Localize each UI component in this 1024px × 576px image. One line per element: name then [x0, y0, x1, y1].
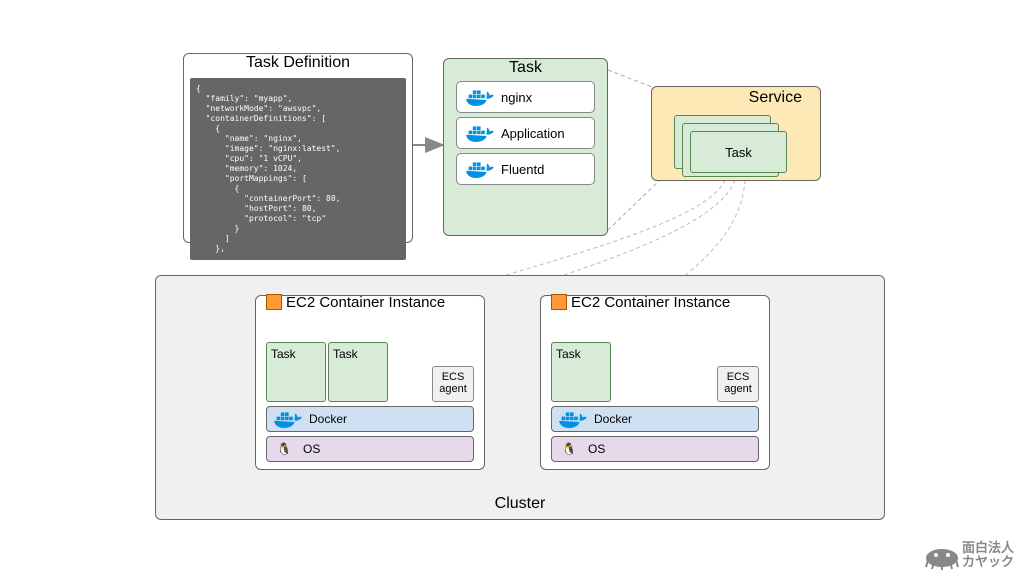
task-definition-code: { "family": "myapp", "networkMode": "aws… [190, 78, 406, 260]
container-label: nginx [501, 90, 532, 105]
docker-icon [465, 86, 495, 108]
instance2-task-1: Task [551, 342, 611, 402]
instance2-os-row: 🐧 OS [551, 436, 759, 462]
service-box: Service Task [651, 86, 821, 181]
instance2-os-label: OS [588, 442, 605, 456]
instance1-docker-row: Docker [266, 406, 474, 432]
linux-icon: 🐧 [273, 442, 295, 456]
logo-line1: 面白法人 [962, 541, 1014, 555]
ec2-title-1: EC2 Container Instance [286, 294, 445, 311]
ec2-instance-1: EC2 Container Instance Task Task ECS age… [255, 295, 485, 470]
docker-icon [465, 122, 495, 144]
ec2-icon [266, 294, 282, 310]
container-label: Fluentd [501, 162, 544, 177]
task-container-fluentd: Fluentd [456, 153, 595, 185]
instance1-docker-label: Docker [309, 412, 347, 426]
task-title: Task [444, 59, 607, 77]
instance1-task-1: Task [266, 342, 326, 402]
task-definition-box: Task Definition { "family": "myapp", "ne… [183, 53, 413, 243]
task-container-application: Application [456, 117, 595, 149]
docker-icon [558, 408, 588, 430]
instance2-docker-row: Docker [551, 406, 759, 432]
ec2-instance-2: EC2 Container Instance Task ECS agent Do… [540, 295, 770, 470]
container-label: Application [501, 126, 565, 141]
instance2-agent: ECS agent [717, 366, 759, 402]
instance2-docker-label: Docker [594, 412, 632, 426]
kayac-logo-icon [922, 540, 962, 570]
logo-line2: カヤック [962, 555, 1014, 569]
docker-icon [465, 158, 495, 180]
ec2-title-2: EC2 Container Instance [571, 294, 730, 311]
task-container-nginx: nginx [456, 81, 595, 113]
kayac-logo: 面白法人 カヤック [922, 540, 1014, 570]
instance1-os-label: OS [303, 442, 320, 456]
instance1-task-2: Task [328, 342, 388, 402]
task-definition-title: Task Definition [184, 54, 412, 72]
task-box: Task nginx Application Fluentd [443, 58, 608, 236]
instance1-os-row: 🐧 OS [266, 436, 474, 462]
service-title: Service [652, 87, 820, 107]
ec2-icon [551, 294, 567, 310]
task-stack-front: Task [690, 131, 787, 173]
linux-icon: 🐧 [558, 442, 580, 456]
cluster-title: Cluster [156, 495, 884, 513]
instance1-agent: ECS agent [432, 366, 474, 402]
docker-icon [273, 408, 303, 430]
